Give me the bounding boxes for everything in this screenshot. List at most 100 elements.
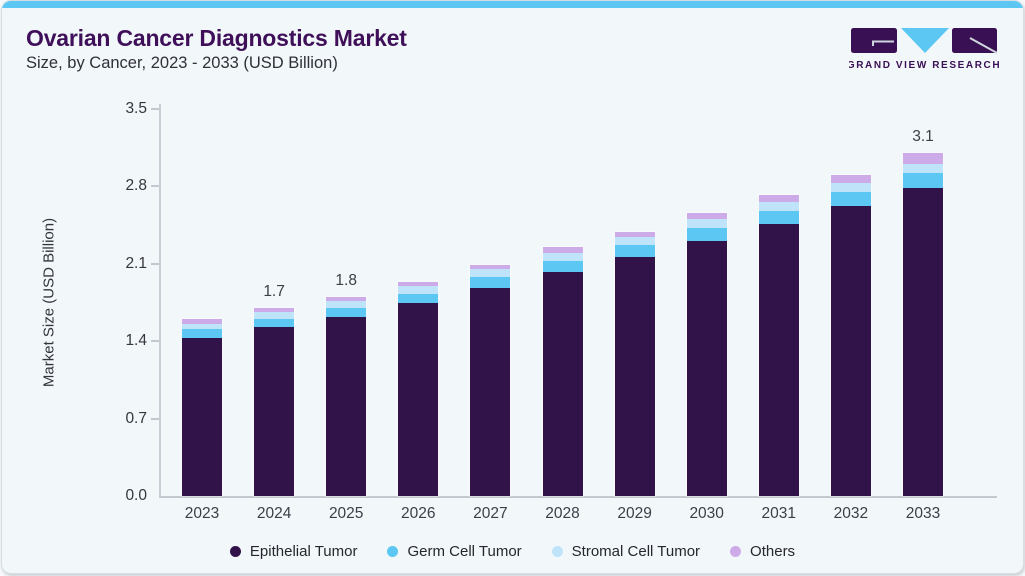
legend-label: Stromal Cell Tumor (571, 542, 701, 560)
bar-2023[interactable] (181, 318, 223, 497)
bar-2031[interactable] (757, 194, 800, 497)
bar-segment-epithelial-tumor[interactable] (398, 302, 439, 496)
bar-segment-others[interactable] (254, 308, 295, 313)
gvr-logo-text: GRAND VIEW RESEARCH (849, 60, 999, 71)
grand-view-research-logo[interactable]: GRAND VIEW RESEARCH (849, 26, 999, 72)
y-tick-label: 0.7 (125, 409, 147, 427)
bar-segment-germ-cell-tumor[interactable] (614, 245, 655, 258)
legend-item-others[interactable]: Others (730, 543, 795, 560)
y-tick-mark (151, 417, 159, 420)
bar-segment-epithelial-tumor[interactable] (542, 271, 583, 496)
bar-segment-others[interactable] (830, 175, 871, 184)
plot-area: 0.0 0.7 1.4 2.1 2.8 3.5 2023 2024 1.7 2025 1.8 2026… (125, 100, 995, 522)
bar-segment-others[interactable] (470, 264, 511, 270)
y-axis-title: Market Size (USD Billion) (40, 217, 58, 388)
x-tick-label: 2024 (256, 505, 292, 522)
bar-segment-stromal-cell-tumor[interactable] (830, 183, 871, 192)
bar-segment-germ-cell-tumor[interactable] (686, 228, 727, 241)
bar-segment-stromal-cell-tumor[interactable] (470, 269, 511, 278)
y-tick-label: 2.8 (125, 177, 147, 195)
bar-segment-epithelial-tumor[interactable] (470, 288, 511, 496)
bar-segment-stromal-cell-tumor[interactable] (758, 201, 799, 211)
bar-2033[interactable] (902, 152, 944, 497)
y-tick-label: 2.1 (125, 254, 147, 272)
bar-total-label: 1.7 (263, 283, 285, 301)
y-tick-label: 0.0 (125, 487, 147, 504)
bar-segment-others[interactable] (398, 281, 439, 286)
x-tick-label: 2029 (617, 505, 652, 522)
bar-segment-epithelial-tumor[interactable] (758, 224, 799, 496)
bar-segment-germ-cell-tumor[interactable] (903, 173, 943, 188)
bar-segment-others[interactable] (758, 195, 799, 202)
bar-segment-germ-cell-tumor[interactable] (830, 191, 871, 207)
bar-segment-stromal-cell-tumor[interactable] (614, 237, 655, 246)
legend-dot-icon (551, 545, 563, 557)
x-axis-line (159, 496, 997, 498)
bar-segment-stromal-cell-tumor[interactable] (398, 285, 439, 294)
bar-2027[interactable] (469, 263, 512, 498)
y-tick-mark (151, 185, 159, 188)
bar-segment-others[interactable] (182, 319, 222, 324)
y-axis-line (159, 104, 161, 498)
y-tick-label: 1.4 (125, 332, 147, 350)
legend-item-stromal-cell-tumor[interactable]: Stromal Cell Tumor (551, 542, 701, 560)
bar-segment-epithelial-tumor[interactable] (326, 316, 367, 496)
x-tick-label: 2033 (905, 505, 941, 522)
y-tick-mark (151, 340, 159, 343)
bar-total-label: 1.8 (335, 271, 357, 289)
y-tick-mark (151, 108, 159, 110)
bar-segment-others[interactable] (326, 296, 367, 302)
bar-2025[interactable] (325, 295, 368, 498)
y-tick-mark (151, 262, 159, 265)
bar-2030[interactable] (685, 211, 728, 498)
legend-item-germ-cell-tumor[interactable]: Germ Cell Tumor (387, 542, 522, 560)
bar-segment-others[interactable] (542, 247, 583, 253)
bar-2026[interactable] (397, 280, 440, 497)
bar-segment-others[interactable] (903, 153, 943, 165)
legend-item-epithelial-tumor[interactable]: Epithelial Tumor (229, 542, 358, 560)
bar-segment-stromal-cell-tumor[interactable] (903, 164, 943, 174)
bar-segment-germ-cell-tumor[interactable] (470, 277, 511, 289)
bar-segment-stromal-cell-tumor[interactable] (182, 323, 222, 330)
bar-2024[interactable] (253, 307, 296, 497)
bar-2032[interactable] (829, 174, 872, 497)
chart-legend: Epithelial Tumor Germ Cell Tumor Stromal C… (2, 537, 1023, 565)
bar-segment-germ-cell-tumor[interactable] (758, 210, 799, 224)
bar-segment-epithelial-tumor[interactable] (903, 187, 943, 496)
bar-segment-stromal-cell-tumor[interactable] (542, 252, 583, 261)
gvr-logo-icon: GRAND VIEW RESEARCH (849, 28, 999, 71)
bar-segment-germ-cell-tumor[interactable] (182, 329, 222, 338)
bar-segment-epithelial-tumor[interactable] (182, 337, 222, 496)
x-tick-label: 2032 (833, 505, 869, 522)
bar-segment-stromal-cell-tumor[interactable] (254, 312, 295, 320)
legend-label: Others (750, 542, 796, 560)
bar-segment-stromal-cell-tumor[interactable] (686, 218, 727, 229)
x-tick-label: 2023 (184, 505, 220, 522)
bar-total-label: 3.1 (912, 128, 934, 146)
page-title: Ovarian Cancer Diagnostics Market (26, 25, 407, 51)
legend-dot-icon (229, 545, 241, 557)
x-tick-label: 2026 (401, 505, 436, 522)
bar-segment-epithelial-tumor[interactable] (686, 240, 727, 496)
legend-label: Epithelial Tumor (249, 542, 358, 560)
legend-label: Germ Cell Tumor (407, 542, 522, 560)
bar-segment-epithelial-tumor[interactable] (614, 257, 655, 496)
bar-segment-epithelial-tumor[interactable] (254, 326, 295, 496)
page-subtitle: Size, by Cancer, 2023 - 2033 (USD Billio… (26, 54, 338, 73)
bar-segment-others[interactable] (686, 212, 727, 219)
bar-segment-stromal-cell-tumor[interactable] (326, 301, 367, 309)
y-tick-label: 3.5 (125, 100, 147, 117)
legend-dot-icon (387, 545, 399, 557)
accent-top-bar (2, 1, 1023, 8)
bar-segment-germ-cell-tumor[interactable] (542, 260, 583, 272)
bar-segment-others[interactable] (614, 231, 655, 238)
x-tick-label: 2028 (545, 505, 580, 522)
bar-segment-germ-cell-tumor[interactable] (398, 293, 439, 303)
bar-segment-epithelial-tumor[interactable] (830, 206, 871, 496)
bar-2029[interactable] (613, 230, 656, 498)
bar-2028[interactable] (541, 246, 584, 497)
x-tick-label: 2025 (328, 505, 364, 522)
bar-segment-germ-cell-tumor[interactable] (254, 319, 295, 327)
bar-segment-germ-cell-tumor[interactable] (326, 308, 367, 317)
